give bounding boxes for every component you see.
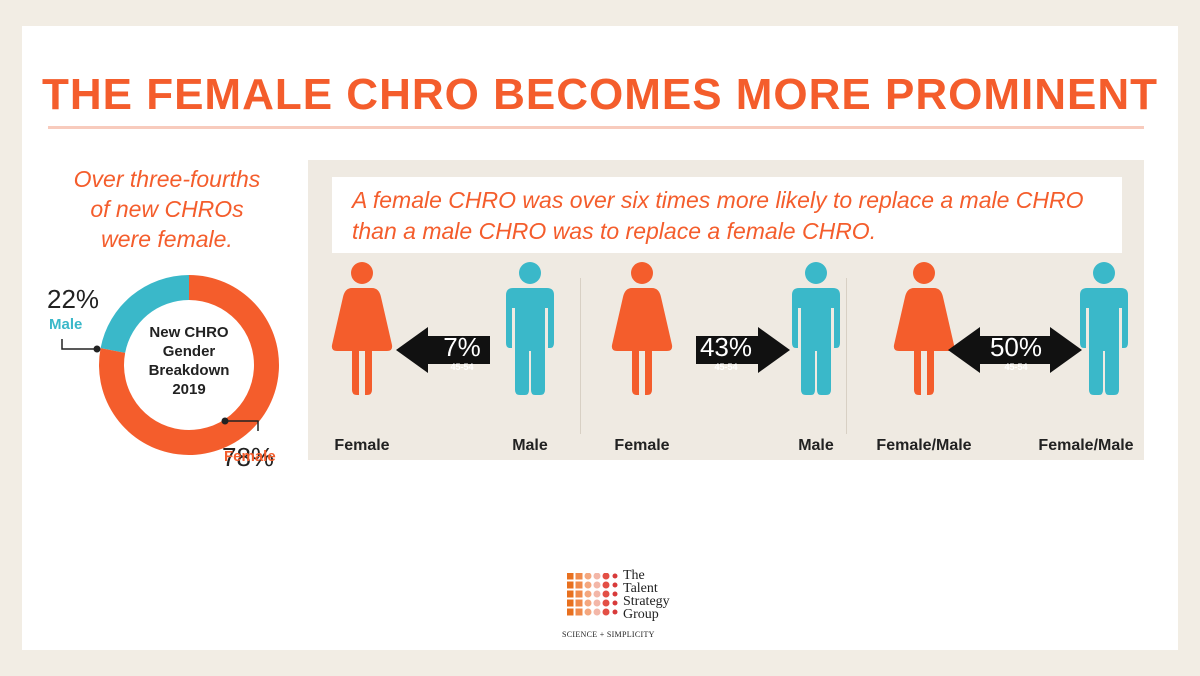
woman-figure-icon [331,262,393,395]
logo-dot [602,581,610,589]
donut-caption-line-3: were female. [101,226,233,252]
group-separator-1 [580,278,581,434]
logo-dot [602,608,610,616]
replacement-figures [331,262,1128,395]
logo-tagline: SCIENCE + SIMPLICITY [562,630,655,639]
donut-center-line-3: Breakdown [149,362,230,379]
panel-note-line-2: than a male CHRO was to replace a female… [352,218,877,244]
man-figure-icon [792,262,840,395]
male-slice-name-label: Male [49,316,82,333]
page-title: THE FEMALE CHRO BECOMES MORE PROMINENT [41,70,1159,119]
panel-note-line-1: A female CHRO was over six times more li… [352,187,1084,213]
logo-dot [593,590,601,598]
group3-age-range: 45-54 [1004,362,1028,372]
female-slice-name-label: Female [224,448,276,465]
male-callout-line [61,339,97,350]
logo-dot [575,599,583,607]
logo-name: The Talent Strategy Group [623,568,670,622]
group3-percent: 50% [989,332,1043,362]
logo-dot [567,581,574,589]
logo-name-line-2: Talent [623,581,658,596]
woman-figure-icon [611,262,673,395]
male-slice-value-label: 22% [47,284,99,314]
logo-dot [575,608,583,616]
donut-center-line-1: New CHRO [149,324,229,341]
group2-right-label: Male [798,437,834,454]
group1-age-range: 45-54 [450,362,474,372]
panel-note: A female CHRO was over six times more li… [332,177,1122,253]
replacement-panel: A female CHRO was over six times more li… [308,160,1144,460]
logo-dot [602,573,610,580]
donut-caption-line-2: of new CHROs [90,196,244,222]
logo-dot [567,608,574,616]
male-callout-dot [93,345,101,353]
logo-dot [593,573,601,580]
infographic-card: THE FEMALE CHRO BECOMES MORE PROMINENT O… [22,26,1178,650]
donut-caption: Over three-fourths of new CHROs were fem… [52,164,282,254]
man-figure-icon [1080,262,1128,395]
group-separator-2 [846,278,847,434]
donut-chart: New CHRO Gender Breakdown 2019 22% Male … [47,275,280,471]
group2-left-label: Female [614,437,670,454]
logo-dot [575,573,583,580]
logo-dot [612,591,618,597]
group2-age-range: 45-54 [714,362,738,372]
woman-figure-icon [893,262,955,395]
logo-dot [567,590,574,598]
logo-dot [575,590,583,598]
arrow-right-shape [696,327,790,373]
logo-dot [593,599,601,607]
arrow-left-shape [396,327,490,373]
logo-dot [584,581,592,589]
group1-right-label: Male [512,437,548,454]
logo-name-line-1: The [623,568,645,583]
donut-slice-male [100,275,189,353]
title-divider [48,126,1144,129]
logo-dot [612,573,618,579]
group3-left-label: Female/Male [876,437,972,454]
donut-slices [99,275,280,455]
logo-dot [575,581,583,589]
group1-left-label: Female [334,437,390,454]
logo-dot [602,590,610,598]
female-slice-value-label: 78% [222,442,274,471]
arrow-both-shape [948,327,1082,373]
logo-name-line-4: Group [623,607,659,622]
logo-name-line-3: Strategy [623,594,670,609]
logo-dot [584,608,592,616]
logo-dot [612,609,618,615]
donut-caption-line-1: Over three-fourths [73,166,261,192]
logo-dot [567,573,574,580]
donut-center-line-2: Gender [163,343,216,360]
logo-dot [593,581,601,589]
company-logo-mark [567,573,618,616]
man-figure-icon [506,262,554,395]
logo-dot [584,599,592,607]
logo-dot [612,582,618,588]
group2-percent: 43% [699,332,753,362]
logo-dot [584,590,592,598]
logo-dot [612,600,618,606]
logo-dot [584,573,592,580]
logo-dot [593,608,601,616]
group1-percent: 7% [443,332,481,362]
donut-center-line-4: 2019 [172,381,205,398]
logo-dot [602,599,610,607]
group3-right-label: Female/Male [1038,437,1134,454]
logo-dot [567,599,574,607]
female-callout-line [225,420,259,431]
